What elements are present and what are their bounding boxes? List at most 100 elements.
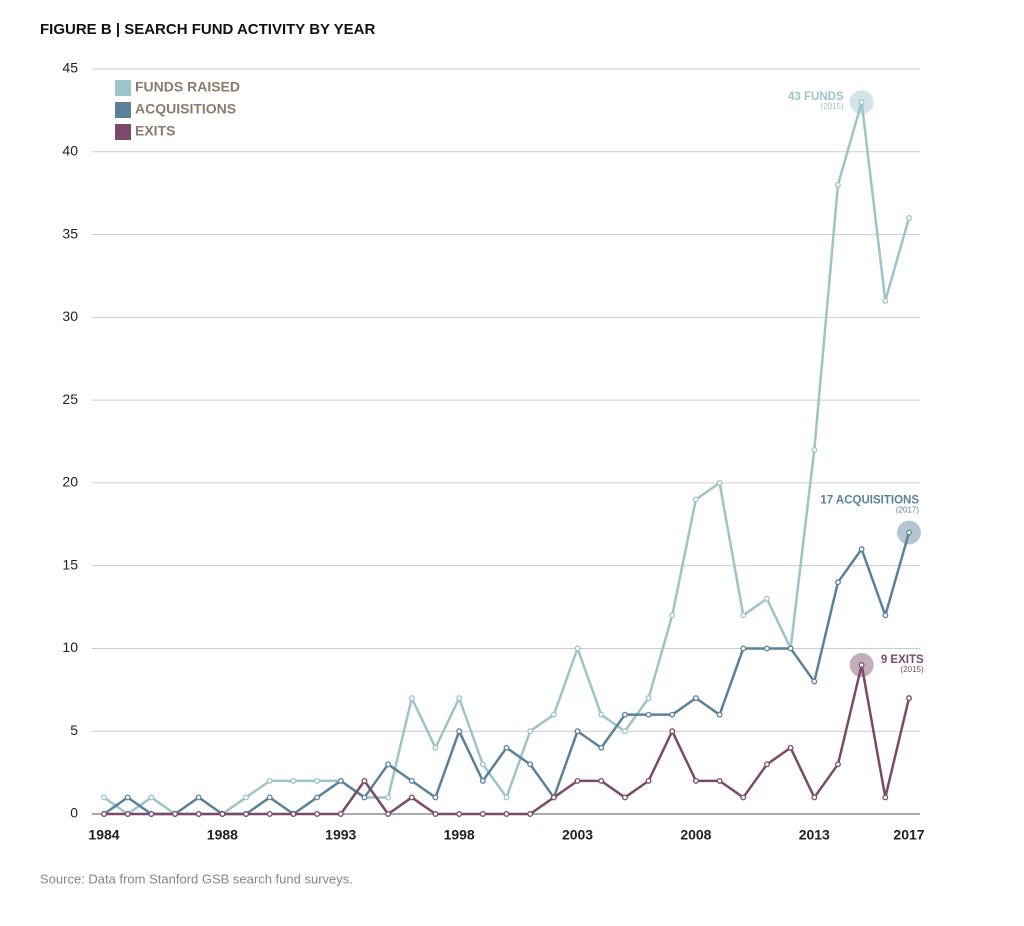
y-tick-label: 25 xyxy=(62,391,78,407)
source-note: Source: Data from Stanford GSB search fu… xyxy=(40,871,353,886)
data-point xyxy=(385,811,392,817)
data-point xyxy=(456,695,463,702)
data-point xyxy=(527,728,534,735)
data-point xyxy=(408,695,415,702)
data-point xyxy=(645,711,652,718)
x-tick-label: 2013 xyxy=(799,827,830,843)
y-tick-label: 15 xyxy=(62,556,78,572)
data-point xyxy=(740,794,747,801)
legend-swatch xyxy=(115,124,131,140)
data-point xyxy=(882,612,889,619)
data-point xyxy=(503,794,510,801)
data-point xyxy=(219,811,226,817)
series-line xyxy=(103,532,911,816)
data-point xyxy=(337,777,344,784)
data-point xyxy=(669,612,676,619)
data-point xyxy=(290,811,297,817)
data-point xyxy=(408,777,415,784)
data-point xyxy=(645,695,652,702)
data-point xyxy=(408,794,415,801)
data-point xyxy=(148,811,155,817)
data-point xyxy=(243,794,250,801)
data-point xyxy=(503,811,510,817)
data-point xyxy=(148,794,155,801)
data-point xyxy=(882,794,889,801)
data-point xyxy=(101,794,107,801)
data-point xyxy=(787,645,794,652)
data-point xyxy=(432,811,439,817)
data-point xyxy=(314,777,321,784)
x-tick-label: 2003 xyxy=(562,827,593,843)
data-point xyxy=(621,711,628,718)
y-tick-label: 10 xyxy=(62,639,78,655)
data-point xyxy=(858,99,865,106)
data-point xyxy=(740,612,747,619)
data-point xyxy=(243,811,250,817)
data-point xyxy=(906,695,912,702)
data-point xyxy=(550,794,557,801)
x-tick-label: 2017 xyxy=(893,827,924,843)
data-point xyxy=(835,761,841,768)
data-point xyxy=(361,794,368,801)
data-point xyxy=(385,794,392,801)
y-tick-label: 40 xyxy=(62,142,78,158)
data-point xyxy=(598,777,605,784)
data-point xyxy=(314,794,321,801)
data-point xyxy=(314,811,321,817)
data-point xyxy=(763,595,770,602)
series-line xyxy=(103,100,911,816)
data-point xyxy=(692,695,699,702)
data-point xyxy=(621,728,628,735)
data-point xyxy=(692,777,699,784)
data-point xyxy=(172,811,178,817)
data-point xyxy=(598,711,605,718)
data-point xyxy=(124,811,131,817)
data-point xyxy=(716,711,723,718)
data-point xyxy=(787,744,794,751)
y-tick-label: 5 xyxy=(70,722,78,738)
chart-title: FIGURE B | SEARCH FUND ACTIVITY BY YEAR xyxy=(40,21,376,38)
data-point xyxy=(479,777,486,784)
annotation-sub: (2017) xyxy=(896,506,919,515)
data-point xyxy=(740,645,747,652)
data-point xyxy=(858,546,865,553)
data-point xyxy=(716,479,723,486)
data-point xyxy=(598,744,605,751)
y-tick-label: 20 xyxy=(62,474,78,490)
data-point xyxy=(906,529,912,536)
data-point xyxy=(574,728,581,735)
x-tick-label: 1988 xyxy=(207,827,238,843)
data-point xyxy=(503,744,510,751)
data-point xyxy=(574,645,581,652)
data-point xyxy=(811,794,818,801)
legend-label: EXITS xyxy=(135,123,175,139)
annotation-sub: (2015) xyxy=(821,102,844,111)
data-point xyxy=(195,794,202,801)
x-tick-label: 1998 xyxy=(444,827,475,843)
series-line xyxy=(104,663,911,816)
data-point xyxy=(645,777,652,784)
data-point xyxy=(124,794,131,801)
data-point xyxy=(527,811,534,817)
data-point xyxy=(858,662,865,668)
data-point xyxy=(479,761,486,768)
data-point xyxy=(621,794,628,801)
data-point xyxy=(290,777,297,784)
y-tick-label: 45 xyxy=(62,60,78,76)
data-point xyxy=(835,579,841,586)
annotation-sub: (2015) xyxy=(901,665,924,674)
data-point xyxy=(432,794,439,801)
data-point xyxy=(456,728,463,735)
data-point xyxy=(361,777,368,784)
data-point xyxy=(337,811,344,817)
legend-label: ACQUISITIONS xyxy=(135,101,236,117)
data-point xyxy=(692,496,699,503)
data-point xyxy=(763,645,770,652)
x-tick-label: 2008 xyxy=(680,827,711,843)
data-point xyxy=(763,761,770,768)
data-point xyxy=(479,811,486,817)
data-point xyxy=(432,744,439,751)
y-tick-label: 30 xyxy=(62,308,78,324)
legend-swatch xyxy=(115,102,131,118)
